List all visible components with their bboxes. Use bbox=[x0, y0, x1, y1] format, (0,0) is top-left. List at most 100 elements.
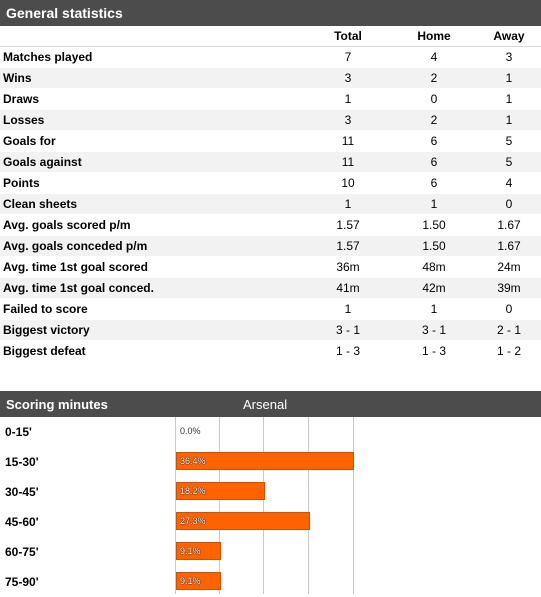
scoring-value-label: 27.3% bbox=[180, 516, 206, 526]
stat-total: 10 bbox=[305, 172, 391, 194]
scoring-value-label: 36.4% bbox=[180, 456, 206, 466]
stats-row: Matches played 7 4 3 bbox=[0, 46, 541, 68]
stat-total: 1 bbox=[305, 193, 391, 215]
stat-total: 11 bbox=[305, 130, 391, 152]
stats-row: Points 10 6 4 bbox=[0, 172, 541, 194]
scoring-row: 0-15' 0.0% bbox=[0, 417, 541, 447]
scoring-value-label: 0.0% bbox=[180, 426, 201, 436]
general-statistics-table: Total Home Away Matches played 7 4 3 Wins 3 2 1… bbox=[0, 26, 541, 362]
stat-home: 6 bbox=[391, 151, 477, 173]
scoring-minutes-header: Scoring minutes Arsenal bbox=[0, 391, 541, 417]
header-label bbox=[0, 26, 305, 47]
stat-label: Matches played bbox=[0, 46, 305, 68]
stats-row: Wins 3 2 1 bbox=[0, 67, 541, 89]
stat-away: 2 - 1 bbox=[477, 319, 541, 341]
stat-total: 11 bbox=[305, 151, 391, 173]
stat-label: Biggest defeat bbox=[0, 340, 305, 362]
stat-home: 2 bbox=[391, 109, 477, 131]
stat-home: 2 bbox=[391, 67, 477, 89]
gridline bbox=[263, 417, 264, 594]
stat-label: Avg. time 1st goal conced. bbox=[0, 277, 305, 299]
stat-home: 3 - 1 bbox=[391, 319, 477, 341]
scoring-interval-label: 60-75' bbox=[5, 545, 39, 559]
stat-away: 4 bbox=[477, 172, 541, 194]
stats-row: Goals against 11 6 5 bbox=[0, 151, 541, 173]
stat-total: 3 - 1 bbox=[305, 319, 391, 341]
stat-label: Losses bbox=[0, 109, 305, 131]
stat-away: 5 bbox=[477, 151, 541, 173]
scoring-value-label: 9.1% bbox=[180, 576, 201, 586]
stat-home: 1.50 bbox=[391, 214, 477, 236]
stat-label: Points bbox=[0, 172, 305, 194]
scoring-minutes-title: Scoring minutes bbox=[6, 396, 108, 412]
stats-row: Avg. time 1st goal conced. 41m 42m 39m bbox=[0, 277, 541, 299]
stat-away: 1 bbox=[477, 88, 541, 110]
stats-row: Avg. goals scored p/m 1.57 1.50 1.67 bbox=[0, 214, 541, 236]
chart-grid bbox=[175, 417, 354, 594]
stats-row: Losses 3 2 1 bbox=[0, 109, 541, 131]
gridline bbox=[308, 417, 309, 594]
stats-row: Draws 1 0 1 bbox=[0, 88, 541, 110]
stat-away: 0 bbox=[477, 193, 541, 215]
scoring-interval-label: 75-90' bbox=[5, 575, 39, 589]
stat-label: Goals against bbox=[0, 151, 305, 173]
stats-row: Failed to score 1 1 0 bbox=[0, 298, 541, 320]
stats-row: Goals for 11 6 5 bbox=[0, 130, 541, 152]
stat-home: 1 - 3 bbox=[391, 340, 477, 362]
stat-home: 6 bbox=[391, 172, 477, 194]
header-away: Away bbox=[477, 26, 541, 47]
stat-label: Draws bbox=[0, 88, 305, 110]
stat-home: 42m bbox=[391, 277, 477, 299]
stat-home: 0 bbox=[391, 88, 477, 110]
stat-total: 1 bbox=[305, 298, 391, 320]
scoring-bar bbox=[176, 482, 265, 500]
scoring-interval-label: 45-60' bbox=[5, 515, 39, 529]
stat-total: 1 bbox=[305, 88, 391, 110]
stat-home: 1 bbox=[391, 298, 477, 320]
scoring-row: 15-30' 36.4% bbox=[0, 447, 541, 477]
stat-away: 3 bbox=[477, 46, 541, 68]
stat-away: 1 bbox=[477, 109, 541, 131]
stat-total: 36m bbox=[305, 256, 391, 278]
stat-home: 6 bbox=[391, 130, 477, 152]
stat-total: 7 bbox=[305, 46, 391, 68]
stat-label: Biggest victory bbox=[0, 319, 305, 341]
stat-total: 3 bbox=[305, 67, 391, 89]
stat-away: 24m bbox=[477, 256, 541, 278]
scoring-row: 60-75' 9.1% bbox=[0, 537, 541, 567]
stats-row: Clean sheets 1 1 0 bbox=[0, 193, 541, 215]
header-total: Total bbox=[305, 26, 391, 47]
stats-row: Avg. goals conceded p/m 1.57 1.50 1.67 bbox=[0, 235, 541, 257]
stat-away: 1.67 bbox=[477, 235, 541, 257]
stat-home: 1 bbox=[391, 193, 477, 215]
stat-away: 1 - 2 bbox=[477, 340, 541, 362]
stat-home: 48m bbox=[391, 256, 477, 278]
stat-away: 1.67 bbox=[477, 214, 541, 236]
scoring-interval-label: 30-45' bbox=[5, 485, 39, 499]
stat-home: 1.50 bbox=[391, 235, 477, 257]
stats-row: Avg. time 1st goal scored 36m 48m 24m bbox=[0, 256, 541, 278]
stat-total: 1.57 bbox=[305, 235, 391, 257]
stat-total: 3 bbox=[305, 109, 391, 131]
stat-away: 39m bbox=[477, 277, 541, 299]
scoring-value-label: 18.2% bbox=[180, 486, 206, 496]
scoring-interval-label: 0-15' bbox=[5, 425, 32, 439]
stat-away: 1 bbox=[477, 67, 541, 89]
stat-label: Avg. time 1st goal scored bbox=[0, 256, 305, 278]
gridline bbox=[219, 417, 220, 594]
stat-total: 41m bbox=[305, 277, 391, 299]
scoring-value-label: 9.1% bbox=[180, 546, 201, 556]
scoring-interval-label: 15-30' bbox=[5, 455, 39, 469]
scoring-bar bbox=[176, 452, 354, 470]
scoring-bar bbox=[176, 572, 221, 590]
scoring-minutes-chart: 0-15' 0.0% 15-30' 36.4% 30-45' 18.2% 45-60' 27.… bbox=[0, 417, 541, 594]
stat-label: Clean sheets bbox=[0, 193, 305, 215]
stat-total: 1 - 3 bbox=[305, 340, 391, 362]
scoring-bar bbox=[176, 512, 310, 530]
stats-header-row: Total Home Away bbox=[0, 26, 541, 47]
general-statistics-title: General statistics bbox=[6, 5, 123, 21]
header-home: Home bbox=[391, 26, 477, 47]
stat-label: Avg. goals scored p/m bbox=[0, 214, 305, 236]
